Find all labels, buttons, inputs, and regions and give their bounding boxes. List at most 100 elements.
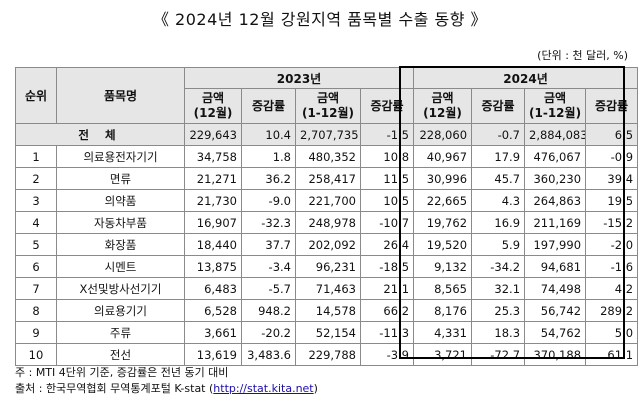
amount-2023-cum-cell: 52,154 xyxy=(295,321,361,344)
change-2023-dec-cell: 1.8 xyxy=(241,145,296,168)
rank-cell: 6 xyxy=(15,255,57,278)
change-2024-dec-cell: 5.9 xyxy=(471,233,526,256)
change-2024-cum-cell: 5.0 xyxy=(585,321,639,344)
rank-cell: 1 xyxy=(15,145,57,168)
amount-2024-cum-cell: 54,762 xyxy=(524,321,587,344)
change-2023-cum-cell: 66.2 xyxy=(359,299,415,322)
item-name-cell: 면류 xyxy=(56,167,185,190)
item-name-cell: 의약품 xyxy=(56,189,185,212)
change-2023-cum-cell: -3.9 xyxy=(359,343,415,366)
change-2024-dec-cell: 16.9 xyxy=(471,211,526,234)
amount-2024-cum-cell: 74,498 xyxy=(524,277,587,300)
change-2024-cum-cell: 61.1 xyxy=(585,343,639,366)
change-2024-cum-cell: -2.0 xyxy=(585,233,639,256)
item-name-cell: X선및방사선기기 xyxy=(56,277,185,300)
change-2023-cum-cell: -1.5 xyxy=(359,123,415,146)
amount-2023-dec-cell: 21,271 xyxy=(184,167,242,190)
unit-label: (단위 : 천 달러, %) xyxy=(537,49,628,62)
change-2023-cum-cell: 26.4 xyxy=(359,233,415,256)
change-2024-cum-cell: 19.5 xyxy=(585,189,639,212)
table-row: 6 시멘트 13,875 -3.4 96,231 -18.5 9,132 -34.2 94,68… xyxy=(15,255,639,278)
amount-2024-dec-cell: 8,565 xyxy=(413,277,473,300)
change-2023-dec-cell: -5.7 xyxy=(241,277,296,300)
change-2023-cum-cell: -10.7 xyxy=(359,211,415,234)
change-2024-cum-cell: 289.2 xyxy=(585,299,639,322)
change-2023-dec-cell: -20.2 xyxy=(241,321,296,344)
header-2023-amount-cum: 금액 (1-12월) xyxy=(295,88,361,124)
amount-2024-cum-cell: 94,681 xyxy=(524,255,587,278)
amount-2023-cum-cell: 258,417 xyxy=(295,167,361,190)
amount-2023-cum-cell: 14,578 xyxy=(295,299,361,322)
amount-2024-cum-cell: 370,188 xyxy=(524,343,587,366)
amount-2023-dec-cell: 13,619 xyxy=(184,343,242,366)
change-2023-dec-cell: 36.2 xyxy=(241,167,296,190)
amount-2024-dec-cell: 40,967 xyxy=(413,145,473,168)
amount-2024-dec-cell: 3,721 xyxy=(413,343,473,366)
change-2024-cum-cell: 4.2 xyxy=(585,277,639,300)
amount-2024-dec-cell: 9,132 xyxy=(413,255,473,278)
amount-2024-dec-cell: 19,762 xyxy=(413,211,473,234)
change-2024-cum-cell: -1.6 xyxy=(585,255,639,278)
change-2024-cum-cell: 39.4 xyxy=(585,167,639,190)
amount-2023-cum-cell: 96,231 xyxy=(295,255,361,278)
item-name-cell: 주류 xyxy=(56,321,185,344)
header-year-2023: 2023년 xyxy=(183,67,415,89)
table-row: 7 X선및방사선기기 6,483 -5.7 71,463 21.1 8,565 32.1 74,… xyxy=(15,277,639,300)
header-2024-amount-cum: 금액 (1-12월) xyxy=(524,88,587,124)
change-2023-cum-cell: 21.1 xyxy=(359,277,415,300)
amount-2023-dec-cell: 3,661 xyxy=(184,321,242,344)
rank-cell: 4 xyxy=(15,211,57,234)
amount-2024-dec-cell: 4,331 xyxy=(413,321,473,344)
amount-2024-cum-cell: 211,169 xyxy=(524,211,587,234)
rank-cell: 5 xyxy=(15,233,57,256)
header-item: 품목명 xyxy=(56,67,185,124)
source-link[interactable]: http://stat.kita.net xyxy=(213,382,314,395)
change-2023-dec-cell: -3.4 xyxy=(241,255,296,278)
change-2024-dec-cell: 25.3 xyxy=(471,299,526,322)
rank-cell: 7 xyxy=(15,277,57,300)
change-2023-cum-cell: 11.5 xyxy=(359,167,415,190)
amount-2024-cum-cell: 264,863 xyxy=(524,189,587,212)
amount-2023-dec-cell: 229,643 xyxy=(184,123,242,146)
change-2024-dec-cell: 45.7 xyxy=(471,167,526,190)
change-2024-dec-cell: 32.1 xyxy=(471,277,526,300)
table-row: 9 주류 3,661 -20.2 52,154 -11.3 4,331 18.3 54,762 5… xyxy=(15,321,639,344)
item-name-cell: 전선 xyxy=(56,343,185,366)
change-2024-dec-cell: 17.9 xyxy=(471,145,526,168)
table-row: 8 의료용기기 6,528 948.2 14,578 66.2 8,176 25.3 56,74… xyxy=(15,299,639,322)
amount-2024-cum-cell: 56,742 xyxy=(524,299,587,322)
change-2023-dec-cell: 37.7 xyxy=(241,233,296,256)
change-2023-cum-cell: -18.5 xyxy=(359,255,415,278)
total-row: 전 체 229,643 10.4 2,707,735 -1.5 228,060 -0.7 2,… xyxy=(15,123,639,146)
change-2024-cum-cell: -0.9 xyxy=(585,145,639,168)
rank-cell: 8 xyxy=(15,299,57,322)
amount-2023-cum-cell: 221,700 xyxy=(295,189,361,212)
amount-2024-cum-cell: 2,884,083 xyxy=(524,123,587,146)
amount-2023-cum-cell: 202,092 xyxy=(295,233,361,256)
change-2023-cum-cell: -11.3 xyxy=(359,321,415,344)
rank-cell: 9 xyxy=(15,321,57,344)
item-name-cell: 화장품 xyxy=(56,233,185,256)
amount-2023-dec-cell: 18,440 xyxy=(184,233,242,256)
table-row: 3 의약품 21,730 -9.0 221,700 10.5 22,665 4.3 264,86… xyxy=(15,189,639,212)
change-2024-cum-cell: -15.2 xyxy=(585,211,639,234)
change-2023-dec-cell: 10.4 xyxy=(241,123,296,146)
amount-2023-dec-cell: 6,483 xyxy=(184,277,242,300)
amount-2023-cum-cell: 229,788 xyxy=(295,343,361,366)
table-row: 4 자동차부품 16,907 -32.3 248,978 -10.7 19,762 16.9 2… xyxy=(15,211,639,234)
item-name-cell: 의료용전자기기 xyxy=(56,145,185,168)
change-2024-cum-cell: 6.5 xyxy=(585,123,639,146)
change-2023-dec-cell: -32.3 xyxy=(241,211,296,234)
item-name-cell: 의료용기기 xyxy=(56,299,185,322)
change-2024-dec-cell: -34.2 xyxy=(471,255,526,278)
amount-2023-cum-cell: 480,352 xyxy=(295,145,361,168)
amount-2023-cum-cell: 248,978 xyxy=(295,211,361,234)
source-note: 출처 : 한국무역협회 무역통계포털 K-stat (http://stat.k… xyxy=(15,382,318,395)
header-year-2024: 2024년 xyxy=(413,67,639,89)
export-table: 순위 품목명 2023년 2024년 금액 (12월) 증감률 금액 (1-12월)… xyxy=(15,67,639,366)
amount-2024-dec-cell: 30,996 xyxy=(413,167,473,190)
change-2024-dec-cell: -72.7 xyxy=(471,343,526,366)
change-2023-cum-cell: 10.8 xyxy=(359,145,415,168)
amount-2024-cum-cell: 476,067 xyxy=(524,145,587,168)
amount-2023-dec-cell: 13,875 xyxy=(184,255,242,278)
